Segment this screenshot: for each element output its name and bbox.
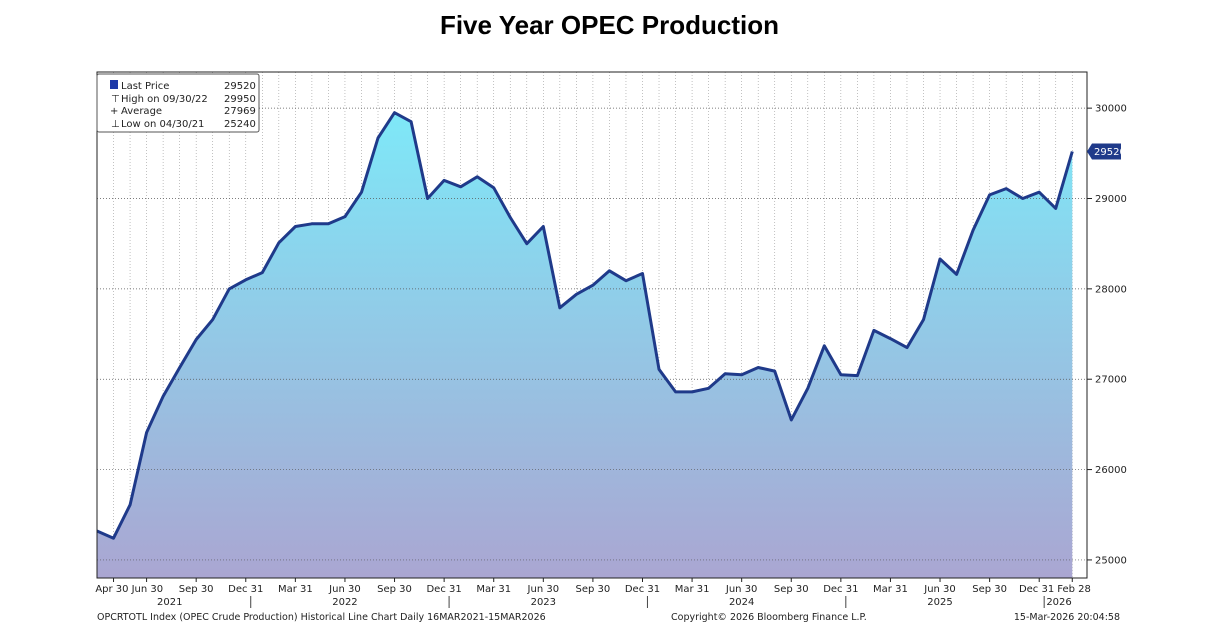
series-line	[96, 111, 1074, 540]
x-year-label: 2021	[157, 597, 182, 608]
chart-title: Five Year OPEC Production	[439, 10, 780, 40]
legend-high-icon: ⊤	[111, 94, 120, 105]
y-axis: 25000 26000 27000 28000 29000 30000 29520	[1087, 104, 1127, 566]
x-tick-label: Dec 31	[823, 584, 858, 595]
y-tick-label: 26000	[1095, 465, 1127, 476]
legend-low-icon: ⊥	[111, 119, 120, 130]
legend: ⊤ + ⊥ Last Price 29520 High on 09/30/22 …	[96, 73, 260, 133]
legend-value: 29950	[224, 94, 256, 105]
horizontal-gridlines	[97, 107, 1087, 561]
x-year-label: 2023	[531, 597, 556, 608]
x-tick-label: Sep 30	[972, 584, 1007, 595]
x-tick-label: Mar 31	[278, 584, 313, 595]
legend-average-icon: +	[110, 106, 118, 117]
x-tick-label: Dec 31	[1019, 584, 1054, 595]
x-tick-label: Apr 30	[95, 584, 128, 595]
badge-shape	[1087, 143, 1121, 160]
x-tick-label: Sep 30	[576, 584, 611, 595]
y-tick-label: 29000	[1095, 194, 1127, 205]
x-axis: Apr 30 Jun 30 Sep 30 Dec 31 Mar 31 Jun 30 Sep …	[95, 578, 1091, 608]
area-fill	[97, 112, 1073, 578]
footer-source: OPCRTOTL Index (OPEC Crude Production) H…	[97, 612, 546, 623]
legend-value: 27969	[224, 106, 256, 117]
x-tick-label: Sep 30	[774, 584, 809, 595]
plot-frame	[96, 71, 1088, 579]
last-price-swatch	[110, 80, 118, 89]
footer-copyright: Copyright© 2026 Bloomberg Finance L.P.	[671, 612, 867, 623]
x-tick-label: Mar 31	[476, 584, 511, 595]
legend-label: Last Price	[121, 81, 169, 92]
x-year-label: 2025	[927, 597, 952, 608]
x-year-label: 2024	[729, 597, 754, 608]
y-tick-label: 25000	[1095, 555, 1127, 566]
x-tick-label: Jun 30	[527, 584, 560, 595]
legend-label: Low on 04/30/21	[121, 119, 204, 130]
last-price-label: 29520	[1094, 147, 1126, 158]
y-tick-label: 28000	[1095, 284, 1127, 295]
x-tick-label: Dec 31	[228, 584, 263, 595]
x-tick-label: Mar 31	[675, 584, 710, 595]
y-tick-label: 30000	[1095, 104, 1127, 115]
x-tick-label: Jun 30	[328, 584, 361, 595]
x-year-label: 2026	[1046, 597, 1071, 608]
x-tick-label: Dec 31	[625, 584, 660, 595]
x-year-label: 2022	[332, 597, 357, 608]
x-tick-label: Sep 30	[377, 584, 412, 595]
last-price-badge: 29520	[1087, 143, 1126, 160]
legend-label: Average	[121, 106, 162, 117]
x-tick-label: Dec 31	[426, 584, 461, 595]
x-tick-label: Jun 30	[725, 584, 758, 595]
x-tick-label: Jun 30	[131, 584, 164, 595]
y-tick-label: 27000	[1095, 375, 1127, 386]
footer-timestamp: 15-Mar-2026 20:04:58	[1014, 612, 1120, 623]
x-tick-label: Mar 31	[873, 584, 908, 595]
legend-value: 29520	[224, 81, 256, 92]
x-tick-label: Sep 30	[179, 584, 214, 595]
legend-label: High on 09/30/22	[121, 94, 208, 105]
legend-value: 25240	[224, 119, 256, 130]
x-tick-label: Jun 30	[923, 584, 956, 595]
x-tick-label: Feb 28	[1057, 584, 1091, 595]
